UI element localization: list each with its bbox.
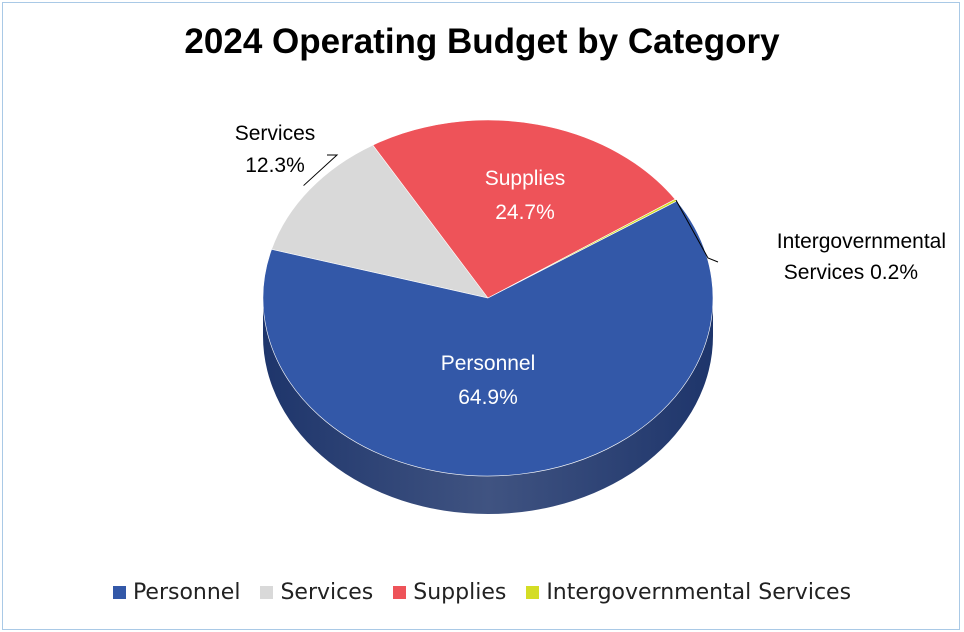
legend-label-personnel: Personnel	[132, 580, 241, 605]
data-label-intergovernmental-value: Services 0.2%	[784, 261, 918, 284]
legend-label-supplies: Supplies	[413, 580, 507, 605]
legend-item-supplies: Supplies	[393, 580, 506, 605]
data-label-supplies-value: 24.7%	[495, 201, 555, 224]
legend-item-personnel: Personnel	[112, 580, 241, 605]
legend-swatch-intergovernmental-services	[526, 586, 540, 599]
leader-line-services	[303, 154, 339, 186]
pie-side-personnel	[263, 298, 713, 514]
pie-slice-services	[271, 144, 489, 299]
data-label-services-value: 12.3%	[245, 154, 305, 177]
data-label-personnel-value: 64.9%	[458, 386, 518, 409]
legend-swatch-personnel	[112, 586, 126, 599]
pie-slice-supplies	[372, 119, 676, 299]
chart-title: 2024 Operating Budget by Category	[184, 22, 780, 61]
data-label-services-name: Services	[235, 122, 316, 145]
legend-label-services: Services	[280, 580, 374, 605]
pie-slice-personnel	[262, 200, 714, 477]
legend-swatch-services	[260, 586, 274, 599]
legend-item-services: Services	[260, 580, 373, 605]
data-label-intergovernmental-name: Intergovernmental	[777, 230, 946, 253]
legend-swatch-supplies	[393, 586, 407, 599]
legend-label-intergovernmental-services: Intergovernmental Services	[546, 580, 852, 605]
leader-line-intergovernmental	[675, 199, 719, 263]
legend: Personnel Services Supplies Intergovernment…	[0, 580, 964, 605]
data-label-personnel-name: Personnel	[441, 352, 536, 375]
data-label-supplies-name: Supplies	[485, 167, 566, 190]
legend-item-intergovernmental-services: Intergovernmental Services	[526, 580, 851, 605]
